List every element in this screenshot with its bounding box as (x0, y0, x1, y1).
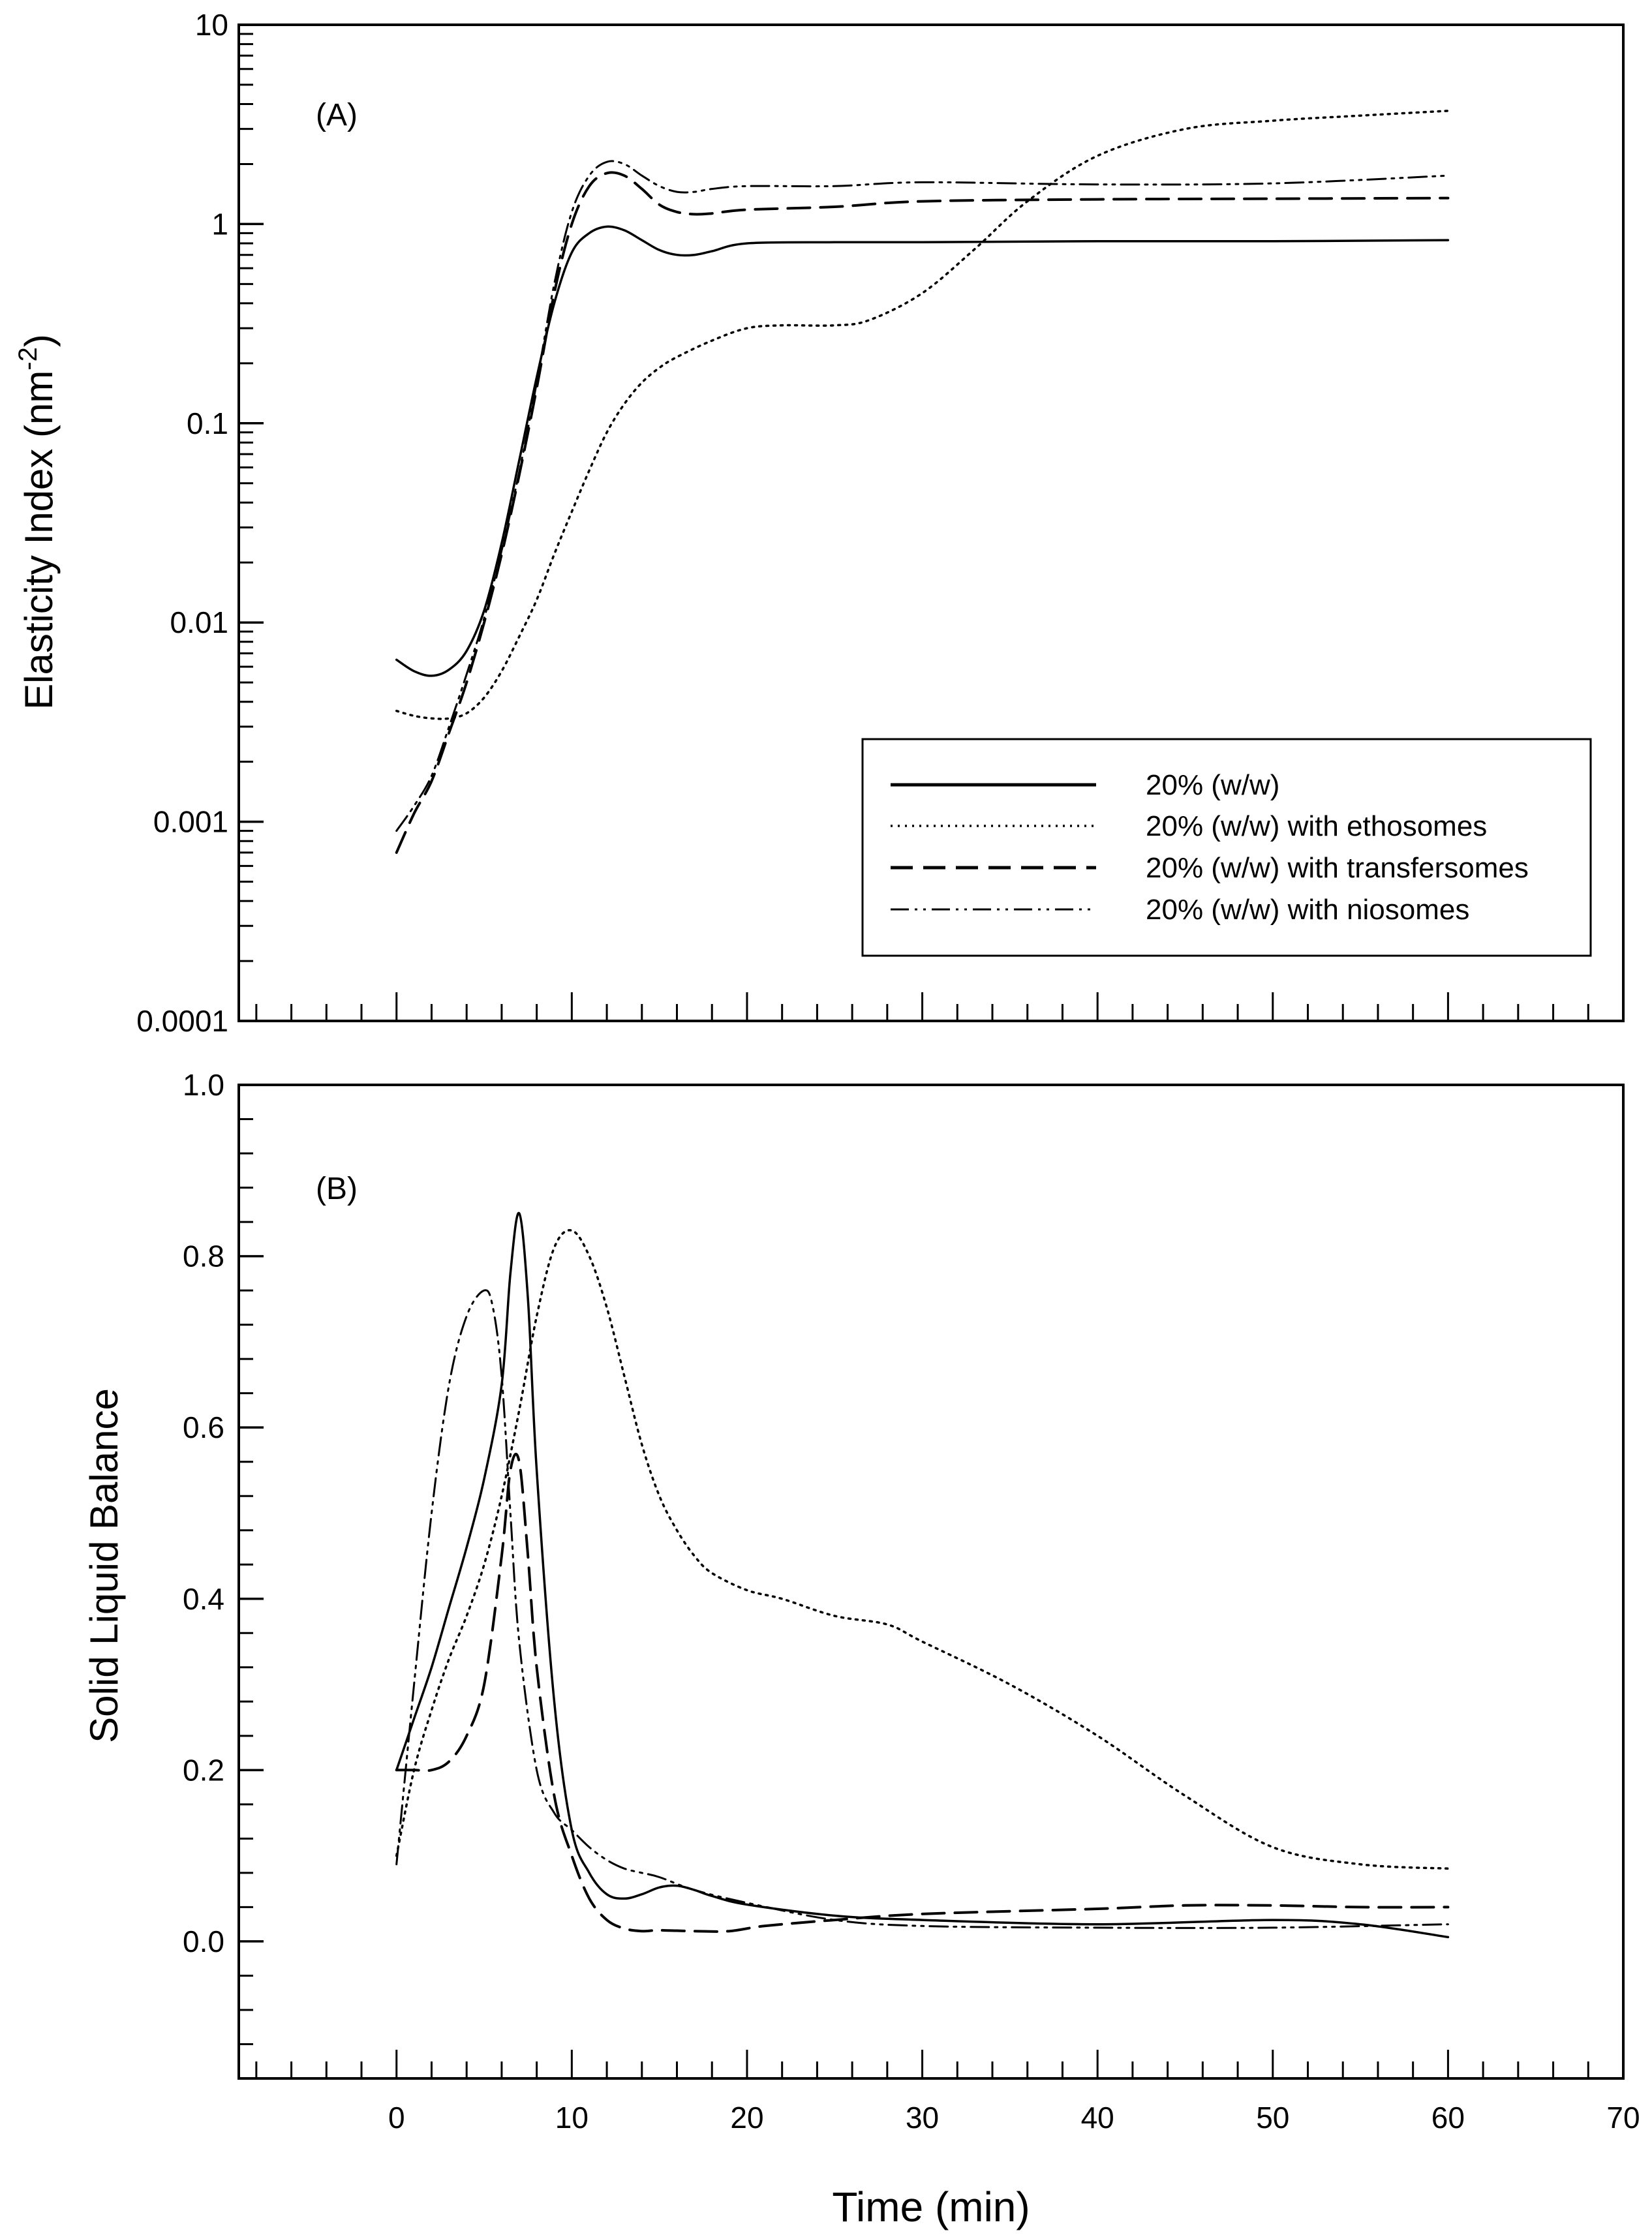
panel-a: 0.0001 0.001 0.01 0.1 1 10 (A) Elasticity Ind… (14, 8, 1625, 1038)
panel-a-ylabel-superscript: -2 (14, 347, 42, 371)
x-tick-label: 70 (1606, 2101, 1640, 2135)
panel-b-x-axis: 0 10 20 30 40 50 60 70 (255, 2050, 1640, 2135)
panel-a-y-axis-title: Elasticity Index (nm-2) (14, 334, 61, 710)
panel-b-minor-ticks (239, 1118, 253, 2080)
y-tick-label: 0.001 (153, 805, 228, 839)
panel-a-series (395, 110, 1450, 854)
legend-label: 20% (w/w) with transfersomes (1146, 852, 1529, 884)
y-tick-label: 0.0 (183, 1924, 224, 1958)
x-tick-label: 40 (1081, 2101, 1114, 2135)
series-line-b-1 (395, 1229, 1450, 1870)
panel-b-frame (237, 1084, 1625, 2080)
panel-b: 0.0 0.2 0.4 0.6 0.8 1.0 0 10 20 30 40 50 60 70 (B) S… (82, 1068, 1640, 2230)
x-tick-label: 60 (1431, 2101, 1465, 2135)
series-line-a-0 (395, 225, 1450, 677)
panel-a-frame (237, 23, 1625, 1022)
legend-label: 20% (w/w) (1146, 769, 1279, 801)
series-line-a-3 (395, 160, 1449, 832)
panel-a-ylabel-main: Elasticity Index (nm (17, 371, 61, 710)
panel-b-label: (B) (316, 1172, 358, 1206)
legend-label: 20% (w/w) with ethosomes (1146, 810, 1487, 842)
y-tick-label: 0.4 (183, 1582, 224, 1616)
series-line-b-2 (395, 1452, 1450, 1933)
y-tick-label: 1.0 (183, 1068, 224, 1102)
panel-a-ylabel-close: ) (17, 334, 61, 347)
y-tick-label: 1 (211, 207, 228, 241)
series-line-a-1 (395, 110, 1450, 720)
series-line-b-0 (395, 1211, 1450, 1939)
series-line-a-2 (395, 171, 1450, 854)
panel-a-x-axis (255, 992, 1589, 1021)
y-tick-label: 10 (195, 8, 228, 42)
y-tick-label: 0.1 (187, 406, 228, 440)
x-tick-label: 30 (906, 2101, 939, 2135)
legend-label: 20% (w/w) with niosomes (1146, 894, 1469, 926)
legend-frame (861, 738, 1592, 957)
x-tick-label: 10 (555, 2101, 589, 2135)
x-axis-title: Time (min) (832, 2183, 1030, 2230)
panel-b-y-axis: 0.0 0.2 0.4 0.6 0.8 1.0 (183, 1068, 264, 1958)
x-tick-label: 50 (1256, 2101, 1289, 2135)
x-tick-label: 20 (730, 2101, 763, 2135)
legend: 20% (w/w) 20% (w/w) with ethosomes 20% (… (861, 738, 1592, 957)
y-tick-label: 0.6 (183, 1410, 224, 1444)
y-tick-label: 0.2 (183, 1753, 224, 1787)
panel-b-y-axis-title: Solid Liquid Balance (82, 1388, 126, 1743)
y-tick-label: 0.8 (183, 1239, 224, 1273)
panel-a-y-axis: 0.0001 0.001 0.01 0.1 1 10 (136, 8, 264, 1038)
panel-b-series (395, 1211, 1450, 1939)
panel-a-minor-ticks (239, 33, 262, 1022)
x-tick-label: 0 (388, 2101, 405, 2135)
y-tick-label: 0.0001 (136, 1004, 228, 1038)
panel-a-label: (A) (316, 98, 358, 132)
y-tick-label: 0.01 (170, 605, 228, 639)
series-line-b-3 (395, 1289, 1449, 1929)
